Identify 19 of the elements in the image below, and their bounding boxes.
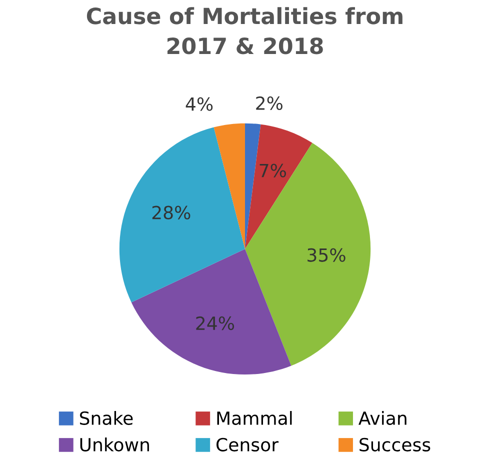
data-label: 28% [152, 206, 190, 220]
pie-slice [245, 123, 261, 249]
data-label: 24% [196, 316, 234, 330]
data-label: 2% [256, 96, 282, 110]
legend-label: Censor [216, 438, 279, 452]
chart-title: Cause of Mortalities from 2017 & 2018 [86, 7, 402, 54]
legend-label: Mammal [217, 411, 292, 425]
pie-slice [119, 127, 245, 302]
legend-label: Avian [358, 411, 406, 425]
pie-slice [214, 123, 245, 249]
data-label: 4% [186, 97, 213, 111]
pie-slice [245, 124, 312, 249]
data-label: 35% [308, 248, 346, 262]
pie-slice [245, 142, 371, 366]
legend-label: Unkown [80, 438, 149, 452]
data-label: 7% [260, 164, 286, 178]
pie-slice [131, 248, 292, 375]
legend-label: Success [360, 438, 430, 452]
legend-label: Snake [80, 411, 133, 425]
